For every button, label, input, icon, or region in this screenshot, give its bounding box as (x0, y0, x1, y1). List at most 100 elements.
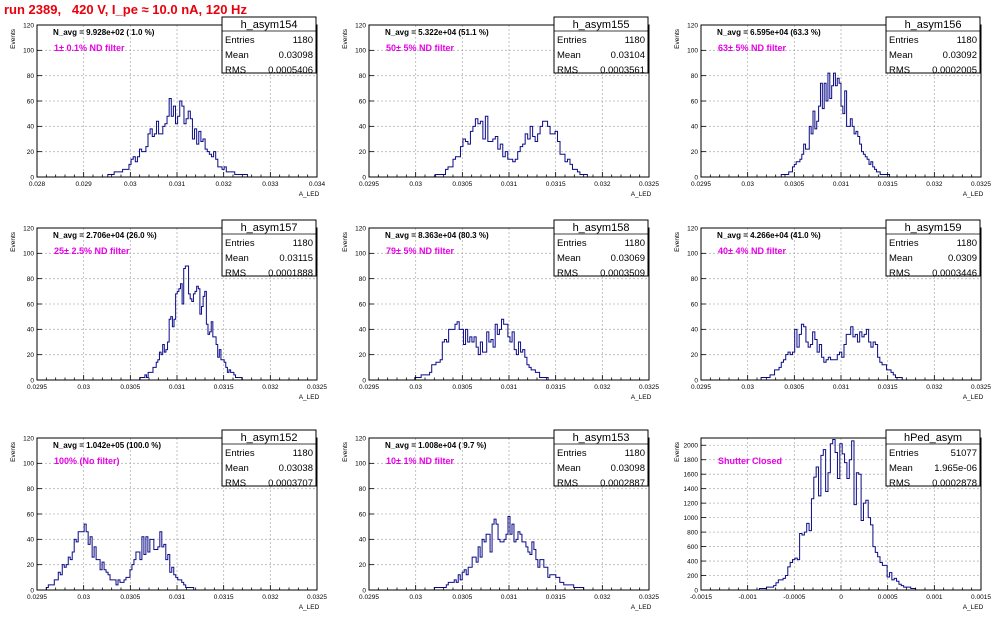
stats-label: Mean (557, 253, 581, 264)
x-tick-label: 0.0325 (307, 594, 327, 601)
stats-value: 0.0001888 (268, 268, 313, 279)
y-tick-label: 0 (30, 377, 34, 384)
stats-label: Mean (225, 50, 249, 61)
stats-value: 0.0309 (948, 253, 977, 264)
stats-value: 0.0002005 (932, 65, 977, 76)
stats-value: 0.0003707 (268, 478, 313, 489)
y-tick-label: 0 (362, 587, 366, 594)
histogram-panel-h_asym152: 0.0295 0.03 0.0305 0.031 0.0315 0.032 0.0325 0 2… (10, 429, 327, 611)
stats-box (221, 219, 317, 277)
x-axis-label: A_LED (631, 191, 652, 198)
y-tick-label: 100 (23, 251, 34, 258)
y-tick-label: 20 (27, 352, 35, 359)
stats-value: 1.965e-06 (934, 463, 977, 474)
stats-value: 1180 (625, 238, 645, 249)
x-tick-label: 0.0305 (452, 384, 472, 391)
y-tick-label: 2000 (684, 443, 699, 450)
histogram-panel-hPed_asym: -0.0015 -0.001 -0.0005 0 0.0005 0.001 0.0015 0 2… (674, 429, 991, 611)
stats-box (553, 16, 649, 74)
filter-annotation: 25± 2.5% ND filter (54, 246, 130, 256)
stats-value: 1180 (293, 448, 313, 459)
stats-label: Entries (889, 238, 919, 249)
y-axis-label: Events (342, 441, 349, 462)
x-tick-label: -0.0005 (783, 594, 805, 601)
stats-title: h_asym156 (905, 19, 962, 31)
x-tick-label: 0.0305 (784, 384, 804, 391)
x-tick-label: 0.031 (833, 181, 850, 188)
x-tick-label: 0.03 (77, 384, 90, 391)
stats-label: Mean (557, 463, 581, 474)
y-tick-label: 40 (359, 537, 367, 544)
stats-value: 1180 (957, 35, 977, 46)
stats-label: Entries (225, 238, 255, 249)
y-tick-label: 1800 (684, 457, 699, 464)
x-tick-label: 0.034 (309, 181, 326, 188)
x-axis-label: A_LED (963, 394, 984, 401)
y-tick-label: 40 (359, 124, 367, 131)
x-tick-label: 0.033 (262, 181, 279, 188)
y-tick-label: 40 (27, 537, 35, 544)
stats-box (885, 219, 981, 277)
stats-label: Entries (889, 35, 919, 46)
y-tick-label: 60 (27, 511, 35, 518)
histogram-bars (433, 516, 585, 590)
histogram-panel-h_asym155: 0.0295 0.03 0.0305 0.031 0.0315 0.032 0.0325 0 2… (342, 16, 659, 198)
filter-annotation: 63± 5% ND filter (718, 43, 786, 53)
x-tick-label: 0 (839, 594, 843, 601)
y-tick-label: 60 (359, 511, 367, 518)
histogram-bars (45, 523, 196, 591)
x-tick-label: 0.0295 (359, 594, 379, 601)
y-tick-label: 120 (23, 22, 34, 29)
stats-title: h_asym154 (241, 19, 298, 31)
histogram-bars (747, 323, 916, 381)
x-tick-label: 0.0315 (878, 181, 898, 188)
y-tick-label: 120 (355, 435, 366, 442)
y-tick-label: 400 (687, 558, 698, 565)
stats-label: RMS (557, 65, 578, 76)
y-tick-label: 80 (359, 486, 367, 493)
x-tick-label: 0.031 (833, 384, 850, 391)
y-axis-label: Events (674, 441, 681, 462)
stats-value: 1180 (625, 35, 645, 46)
y-tick-label: 60 (359, 98, 367, 105)
x-tick-label: 0.03 (409, 181, 422, 188)
stats-label: Mean (557, 50, 581, 61)
y-tick-label: 0 (694, 587, 698, 594)
y-tick-label: 0 (694, 174, 698, 181)
x-tick-label: 0.0015 (971, 594, 991, 601)
stats-value: 1180 (625, 448, 645, 459)
x-tick-label: 0.0325 (971, 181, 991, 188)
y-tick-label: 100 (23, 48, 34, 55)
x-tick-label: 0.032 (262, 384, 279, 391)
y-tick-label: 20 (359, 149, 367, 156)
y-tick-label: 100 (355, 48, 366, 55)
x-axis-label: A_LED (299, 191, 320, 198)
x-axis-label: A_LED (631, 394, 652, 401)
x-tick-label: 0.03 (77, 594, 90, 601)
x-tick-label: 0.029 (76, 181, 93, 188)
y-tick-label: 100 (687, 48, 698, 55)
x-tick-label: 0.0325 (307, 384, 327, 391)
navg-annotation: N_avg = 2.706e+04 (26.0 %) (53, 231, 157, 240)
y-tick-label: 0 (30, 174, 34, 181)
navg-annotation: N_avg = 6.595e+04 (63.3 %) (717, 28, 821, 37)
stats-title: h_asym152 (241, 432, 298, 444)
stats-value: 51077 (951, 448, 977, 459)
y-tick-label: 40 (691, 327, 699, 334)
stats-label: Entries (225, 448, 255, 459)
y-tick-label: 100 (355, 461, 366, 468)
y-tick-label: 120 (23, 225, 34, 232)
x-tick-label: 0.0295 (359, 181, 379, 188)
y-tick-label: 0 (694, 377, 698, 384)
filter-annotation: 79± 5% ND filter (386, 246, 454, 256)
stats-label: Entries (225, 35, 255, 46)
x-tick-label: 0.0305 (120, 384, 140, 391)
x-tick-label: 0.031 (501, 384, 518, 391)
x-tick-label: 0.0315 (878, 384, 898, 391)
y-tick-label: 20 (27, 562, 35, 569)
stats-label: RMS (557, 478, 578, 489)
y-tick-label: 20 (359, 352, 367, 359)
stats-title: hPed_asym (904, 432, 962, 444)
y-axis-label: Events (342, 231, 349, 252)
stats-box (221, 429, 317, 487)
